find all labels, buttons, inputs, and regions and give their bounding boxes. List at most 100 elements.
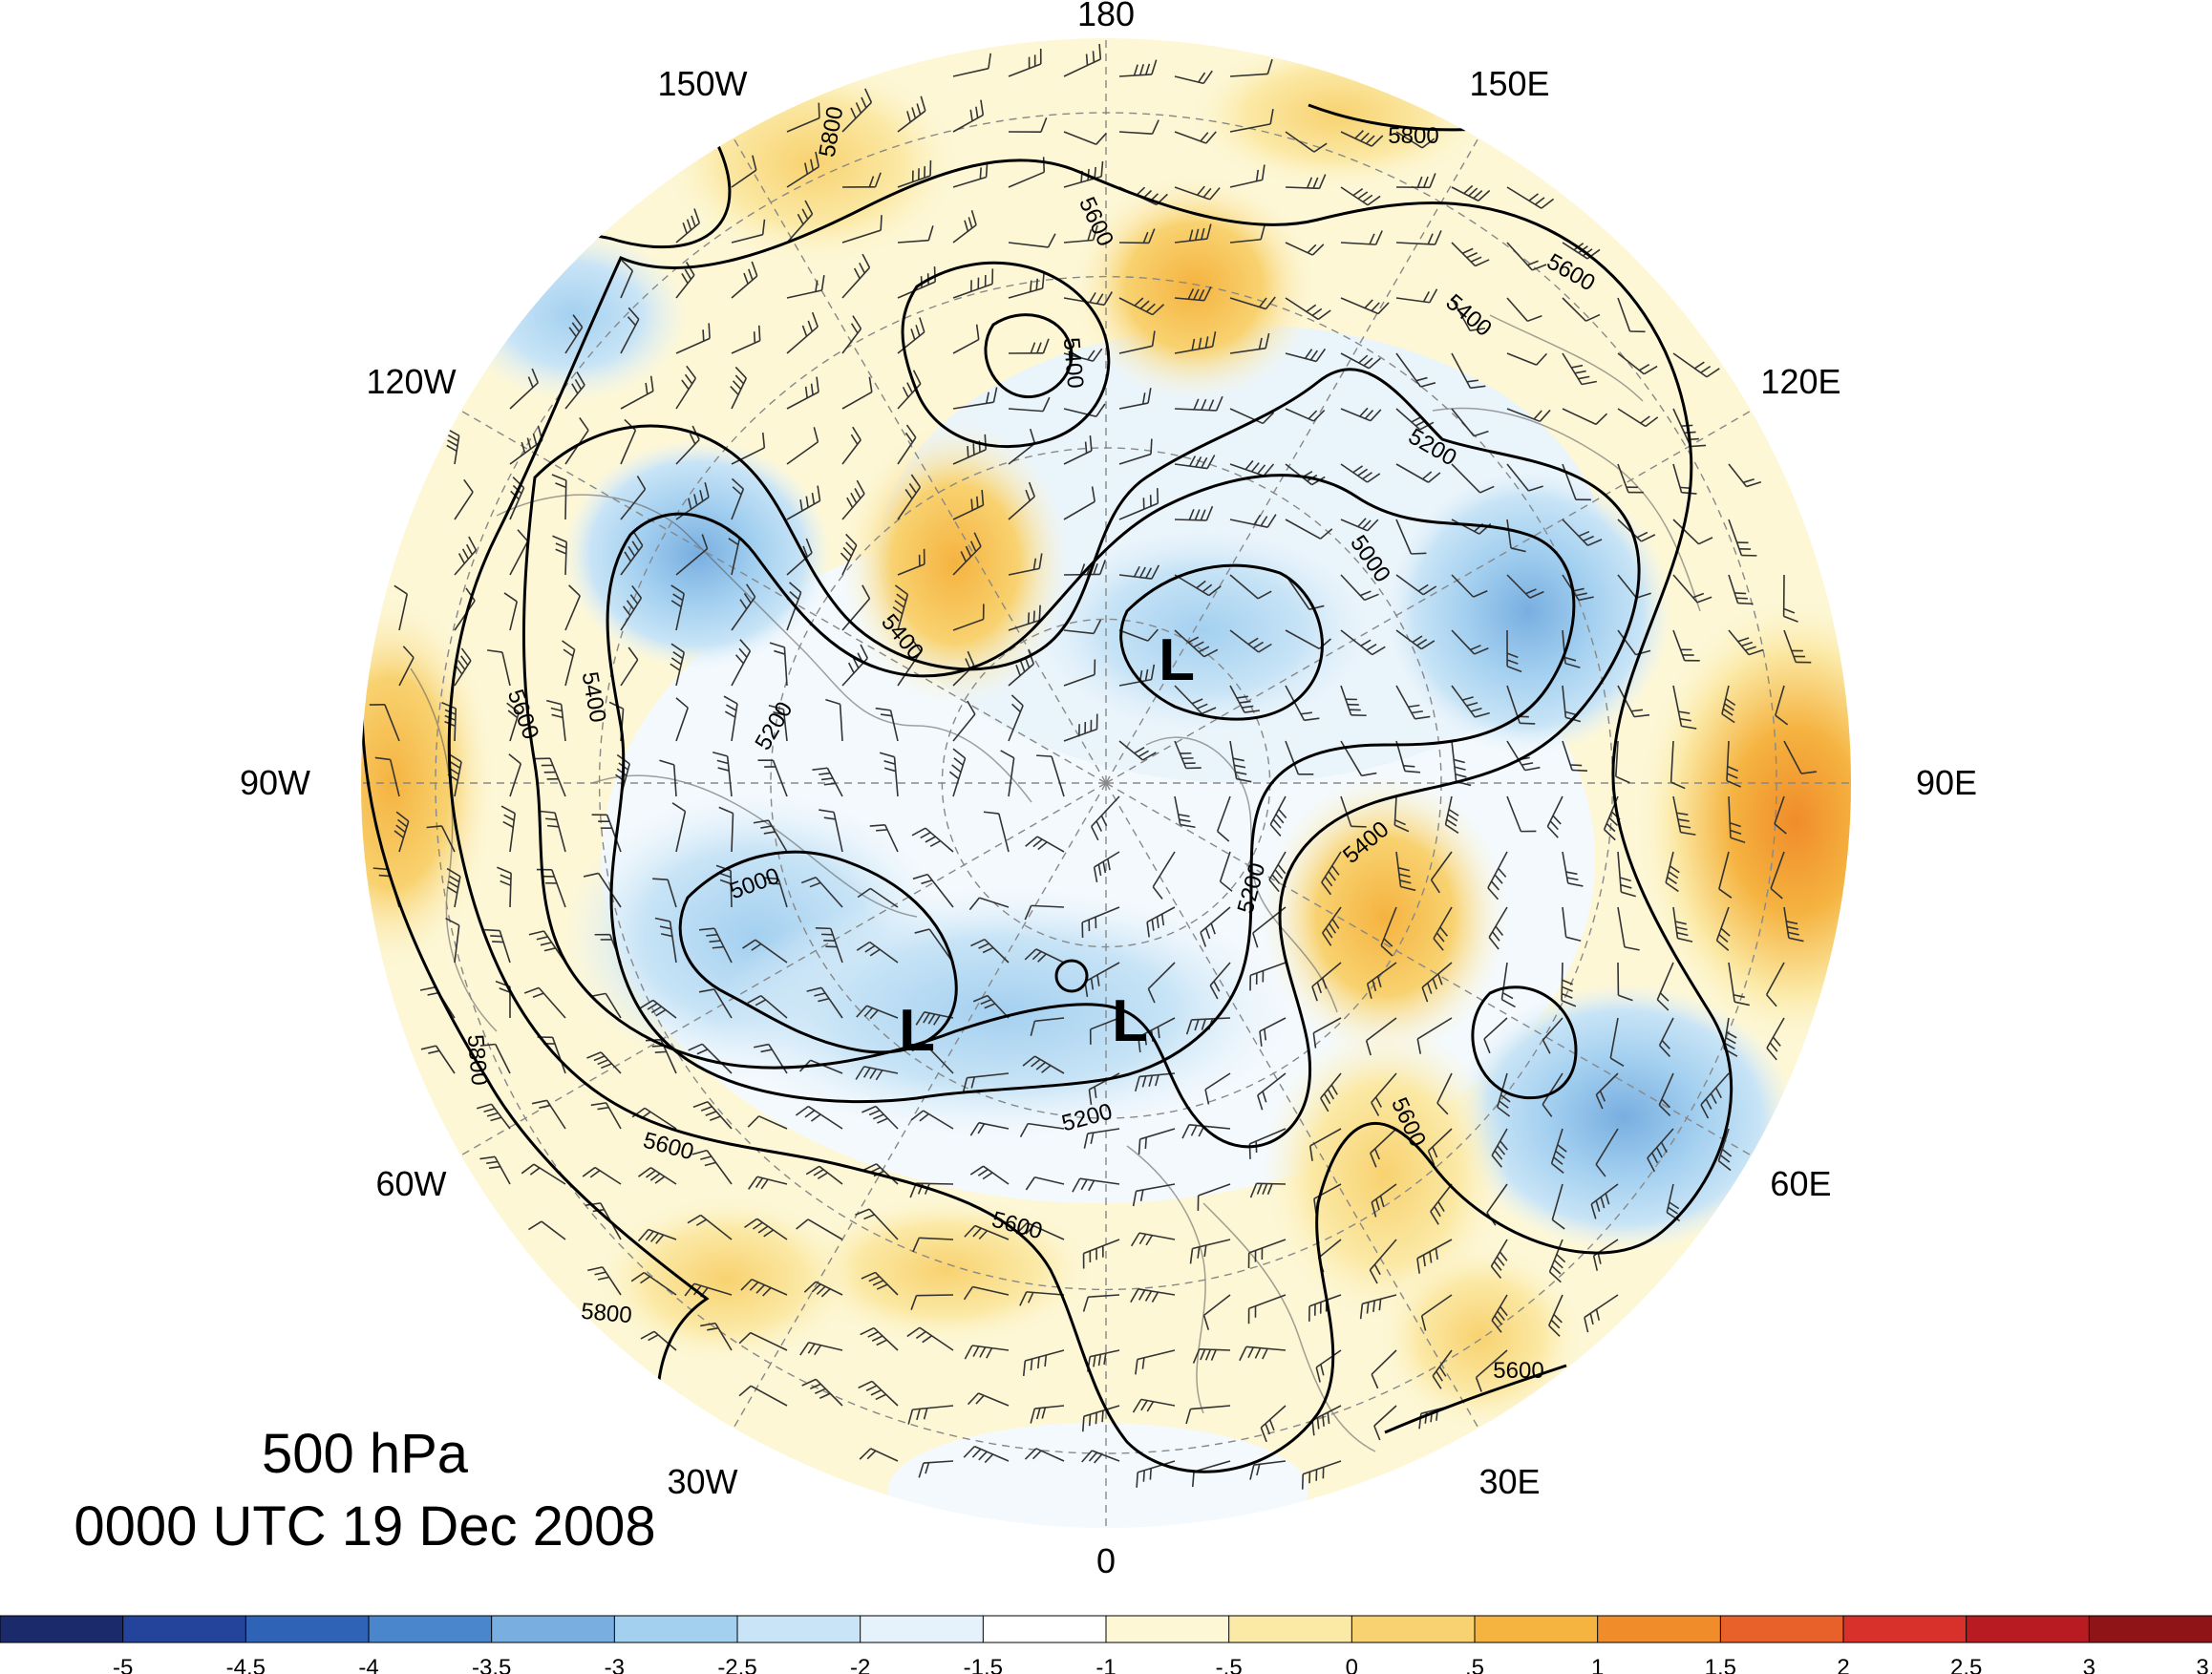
wind-barb: [972, 994, 1010, 1019]
wind-barb: [1430, 851, 1453, 894]
wind-barb: [1615, 740, 1630, 784]
wind-barb: [1617, 851, 1636, 898]
wind-barb: [712, 752, 733, 797]
wind-barb: [1595, 1128, 1619, 1177]
wind-barb: [786, 151, 820, 188]
wind-barb: [564, 314, 584, 354]
wind-barb: [1174, 574, 1222, 597]
wind-barb: [861, 1271, 899, 1296]
wind-barb: [1204, 1072, 1231, 1105]
wind-barb: [1082, 1239, 1120, 1269]
wind-barb: [1488, 906, 1508, 950]
colorbar-label: -4.5: [226, 1655, 266, 1674]
wind-barb: [800, 877, 843, 908]
wind-barb: [1340, 574, 1379, 602]
wind-barb: [841, 88, 873, 133]
wind-barb: [671, 802, 687, 853]
wind-barb: [1491, 1128, 1508, 1168]
wind-barb: [952, 53, 991, 77]
wind-barb: [1229, 224, 1266, 244]
wind-barb: [1451, 352, 1486, 390]
wind-barb: [1490, 1239, 1508, 1280]
wind-barb: [841, 215, 883, 244]
wind-barb: [801, 1378, 843, 1407]
wind-barb: [1189, 1239, 1231, 1264]
wind-barb: [879, 752, 899, 797]
wind-barb: [1506, 629, 1522, 673]
wind-barb: [1617, 962, 1633, 1002]
wind-barb: [897, 95, 926, 133]
meridian-line: [1105, 138, 1479, 784]
wind-barb: [841, 584, 871, 631]
wind-barb: [952, 324, 980, 354]
wind-barb: [857, 887, 899, 908]
wind-barb: [1715, 906, 1731, 951]
wind-barb: [1285, 174, 1327, 190]
wind-barb: [445, 917, 460, 964]
wind-barb: [1089, 1017, 1120, 1045]
wind-barb: [675, 534, 709, 576]
wind-barb: [747, 1115, 788, 1130]
wind-barb: [652, 878, 677, 908]
wind-barb: [952, 490, 985, 520]
meridian-line: [1105, 410, 1752, 784]
height-contours: [361, 103, 1733, 1491]
wind-barb: [670, 584, 685, 631]
low-symbols-group: L L L: [899, 627, 1195, 1064]
colorbar-swatch: [1966, 1615, 2091, 1643]
wind-barb: [1728, 962, 1750, 1007]
wind-barb: [1562, 297, 1601, 322]
wind-barb: [620, 259, 634, 299]
longitude-label: 0: [1096, 1541, 1116, 1580]
wind-barb: [1451, 629, 1489, 655]
graticule: [361, 38, 1851, 1528]
wind-barb: [738, 1385, 788, 1407]
wind-barb: [1024, 1448, 1065, 1462]
wind-barb: [1229, 108, 1274, 133]
wind-barb: [1174, 223, 1212, 244]
wind-barb: [1008, 396, 1051, 413]
longitude-label: 60W: [376, 1164, 447, 1203]
wind-barb: [1590, 1183, 1619, 1219]
wind-barb: [587, 1266, 622, 1296]
wind-barb: [1216, 795, 1231, 842]
longitude-label: 90W: [240, 763, 310, 802]
wind-barb: [1340, 352, 1381, 370]
wind-barb: [1135, 1349, 1176, 1375]
wind-barb: [964, 1224, 1010, 1240]
wind-barb: [1249, 1460, 1287, 1480]
parallel-line: [941, 618, 1271, 948]
wind-barb: [1617, 408, 1659, 428]
wind-barb: [1548, 1239, 1566, 1283]
wind-barb: [1371, 1072, 1397, 1116]
wind-barb: [1420, 1294, 1453, 1331]
wind-barb: [948, 748, 967, 797]
contour-5800-south: [1384, 1364, 1567, 1434]
wind-barb: [1658, 1072, 1674, 1116]
wind-barb: [446, 867, 461, 908]
colorbar-swatch: [1597, 1615, 1722, 1643]
wind-barb: [1546, 795, 1563, 838]
wind-barb: [860, 1326, 899, 1351]
wind-barb: [1506, 795, 1537, 833]
colorbar-label: -2: [850, 1655, 870, 1674]
wind-barb: [1063, 619, 1102, 635]
wind-barb: [1008, 694, 1024, 742]
wind-barb: [582, 1166, 622, 1185]
wind-barb: [1340, 518, 1379, 532]
wind-barb: [858, 1380, 899, 1407]
wind-barb: [786, 427, 819, 465]
wind-barb: [1063, 44, 1102, 77]
wind-barb: [803, 1281, 843, 1298]
contour-5600-east-cut: [1471, 985, 1578, 1100]
wind-barb: [1063, 486, 1096, 520]
wind-barb: [952, 434, 987, 465]
wind-barb: [1030, 1017, 1065, 1036]
wind-barb: [1081, 1450, 1120, 1464]
wind-barb: [1728, 463, 1762, 488]
wind-barb: [479, 1043, 511, 1074]
wind-barb: [675, 365, 697, 410]
wind-barb: [1340, 795, 1367, 828]
wind-barb: [1609, 1017, 1625, 1068]
wind-barb: [1219, 851, 1233, 892]
